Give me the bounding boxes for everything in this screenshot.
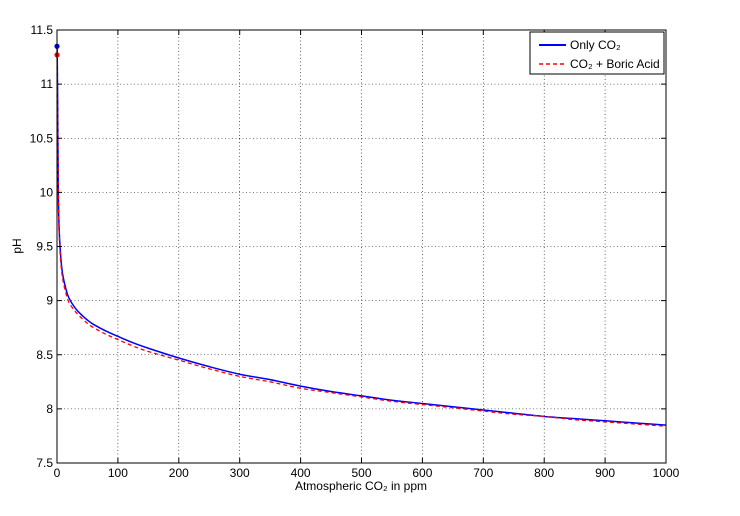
- x-axis-label: Atmospheric CO₂ in ppm: [295, 479, 427, 493]
- y-tick-label: 8.5: [36, 348, 53, 362]
- y-tick-label: 9: [46, 294, 53, 308]
- series-line-only-co2: [56, 45, 667, 426]
- x-tick-label: 0: [54, 466, 61, 480]
- grid: [57, 30, 666, 463]
- x-tick-label: 700: [473, 466, 493, 480]
- x-tick-label: 300: [230, 466, 250, 480]
- legend: Only CO₂ CO₂ + Boric Acid: [529, 31, 665, 75]
- x-tick-label: 200: [169, 466, 189, 480]
- x-tick-labels: 0 100 200 300 400 500 600 700 800 900 1000: [54, 466, 680, 480]
- x-tick-label: 800: [534, 466, 554, 480]
- legend-label-only-co2: Only CO₂: [570, 38, 621, 52]
- series-line-co2-boric-acid: [56, 54, 667, 427]
- y-axis-label: pH: [10, 238, 24, 253]
- x-tick-label: 1000: [653, 466, 680, 480]
- plot-area: [54, 29, 667, 464]
- x-tick-label: 900: [595, 466, 615, 480]
- y-tick-labels: 7.5 8 8.5 9 9.5 10 10.5 11 11.5: [30, 23, 54, 470]
- y-tick-label: 8: [46, 402, 53, 416]
- y-tick-label: 10.5: [30, 131, 54, 145]
- legend-box: [529, 31, 665, 75]
- x-tick-label: 500: [351, 466, 371, 480]
- y-tick-label: 10: [40, 185, 54, 199]
- y-tick-label: 11: [41, 77, 54, 91]
- x-tick-label: 100: [108, 466, 128, 480]
- legend-label-co2-boric-acid: CO₂ + Boric Acid: [570, 57, 660, 71]
- y-tick-label: 7.5: [36, 456, 53, 470]
- y-tick-label: 9.5: [36, 240, 53, 254]
- x-tick-label: 600: [412, 466, 432, 480]
- x-tick-label: 400: [291, 466, 311, 480]
- y-tick-label: 11.5: [31, 23, 54, 37]
